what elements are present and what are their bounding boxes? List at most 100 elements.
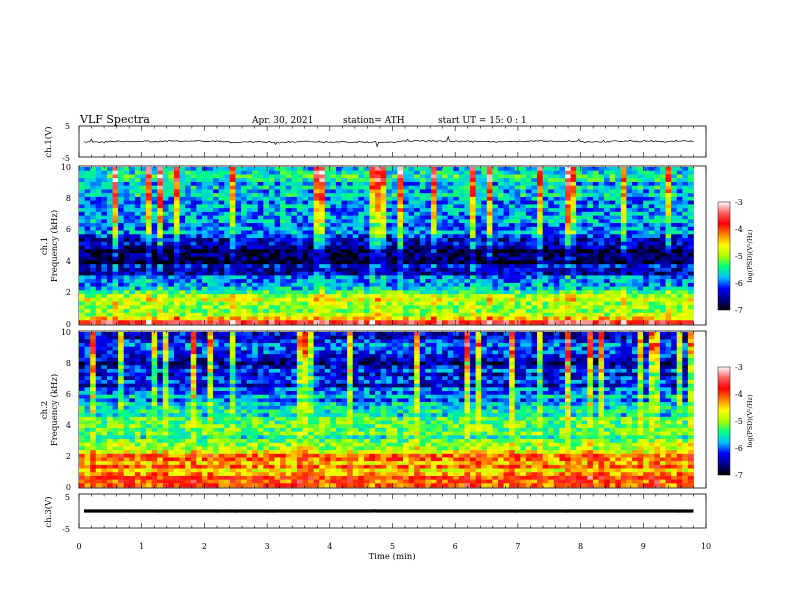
spectrogram-cell (207, 200, 214, 205)
spectrogram-cell (587, 332, 594, 337)
spectrogram-cell (285, 230, 292, 235)
spectrogram-cell (475, 245, 482, 250)
spectrogram-cell (497, 189, 504, 194)
ch1-voltage-trace (83, 135, 694, 148)
spectrogram-cell (408, 256, 415, 261)
spectrogram-cell (207, 215, 214, 220)
spectrogram-cell (475, 256, 482, 261)
spectrogram-cell (240, 230, 247, 235)
spectrogram-cell (352, 230, 359, 235)
spectrogram-cell (274, 185, 281, 190)
spectrogram-cell (408, 267, 415, 273)
spectrogram-cell (665, 223, 672, 228)
spectrogram-cell (548, 204, 555, 209)
spectrogram-cell (263, 332, 270, 337)
spectrogram-cell (671, 332, 678, 337)
spectrogram-cell (475, 260, 482, 265)
spectrogram-cell (218, 260, 225, 265)
spectrogram-cell (453, 185, 460, 190)
spectrogram-cell (112, 189, 119, 194)
spectrogram-cell (319, 279, 326, 284)
spectrogram-cell (291, 256, 298, 261)
spectrogram-cell (375, 332, 382, 337)
spectrogram-cell (296, 226, 303, 231)
spectrogram-cell (475, 226, 482, 231)
spectrogram-cell (581, 312, 588, 317)
spectrogram-cell (609, 267, 616, 273)
spectrogram-cell (207, 286, 214, 291)
spectrogram-cell (525, 234, 532, 239)
spectrogram-cell (285, 167, 292, 172)
spectrogram-cell (224, 208, 231, 213)
spectrogram-cell (118, 204, 125, 209)
spectrogram-cell (436, 305, 443, 310)
spectrogram-cell (402, 226, 409, 231)
spectrogram-cell (592, 223, 599, 228)
spectrogram-cell (682, 193, 689, 198)
ch1-ytick-top: 5 (65, 122, 70, 131)
spectrogram-cell (201, 282, 208, 288)
spectrogram-cell (604, 312, 611, 317)
spectrogram-cell (319, 294, 326, 299)
spectrogram-cell (291, 200, 298, 205)
spectrogram-cell (497, 260, 504, 265)
spectrogram-cell (447, 238, 454, 243)
spectrogram-cell (363, 252, 370, 258)
spectrogram-cell (168, 241, 175, 246)
spectrogram-cell (604, 252, 611, 258)
spectrogram-cell (553, 215, 560, 220)
spectrogram-cell (95, 282, 102, 288)
spectrogram-cell (162, 260, 169, 265)
spectrogram-cell (268, 174, 275, 179)
spectrogram-cell (509, 196, 516, 202)
spectrogram-cell (553, 312, 560, 317)
spectrogram-cell (341, 185, 348, 190)
spectrogram-cell (576, 174, 583, 179)
spectrogram-cell (458, 174, 465, 179)
spectrogram-cell (648, 275, 655, 280)
spectrogram-cell (430, 167, 437, 172)
spectrogram-cell (168, 305, 175, 310)
spectrogram-cell (442, 170, 449, 175)
spectrogram-cell (531, 223, 538, 228)
spectrogram-cell (665, 264, 672, 269)
spectrogram-cell (190, 282, 197, 288)
spectrogram-cell (257, 290, 264, 295)
spectrogram-cell (654, 249, 661, 254)
spectrogram-cell (213, 260, 220, 265)
spectrogram-cell (218, 223, 225, 228)
spectrogram-cell (592, 200, 599, 205)
spectrogram-cell (196, 193, 203, 198)
spectrogram-cell (470, 301, 477, 306)
spectrogram-cell (470, 260, 477, 265)
spectrogram-cell (419, 249, 426, 254)
spectrogram-cell (140, 196, 147, 202)
spectrogram-cell (525, 223, 532, 228)
spectrogram-cell (447, 226, 454, 231)
spectrogram-cell (101, 249, 108, 254)
spectrogram-cell (525, 279, 532, 284)
spectrogram-cell (570, 309, 577, 314)
spectrogram-cell (369, 230, 376, 235)
spectrogram-cell (240, 320, 247, 325)
spectrogram-cell (632, 219, 638, 224)
spectrogram-cell (671, 267, 678, 273)
spectrogram-cell (414, 316, 421, 321)
spectrogram-cell (129, 211, 136, 216)
spectrogram-cell (123, 226, 130, 231)
spectrogram-cell (520, 297, 527, 302)
spectrogram-cell (676, 286, 683, 291)
ch1-colorbar-tick: -6 (735, 279, 743, 288)
spectrogram-cell (665, 309, 672, 314)
spectrogram-cell (671, 200, 678, 205)
spectrogram-cell (252, 297, 259, 302)
spectrogram-cell (84, 305, 91, 310)
spectrogram-cell (162, 234, 169, 239)
spectrogram-cell (453, 320, 460, 325)
spectrogram-cell (358, 211, 365, 216)
spectrogram-cell (263, 267, 270, 273)
spectrogram-cell (414, 181, 421, 187)
spectrogram-cell (146, 230, 153, 235)
ch1-x-ticks (78, 126, 707, 157)
spectrogram-cell (179, 178, 186, 183)
